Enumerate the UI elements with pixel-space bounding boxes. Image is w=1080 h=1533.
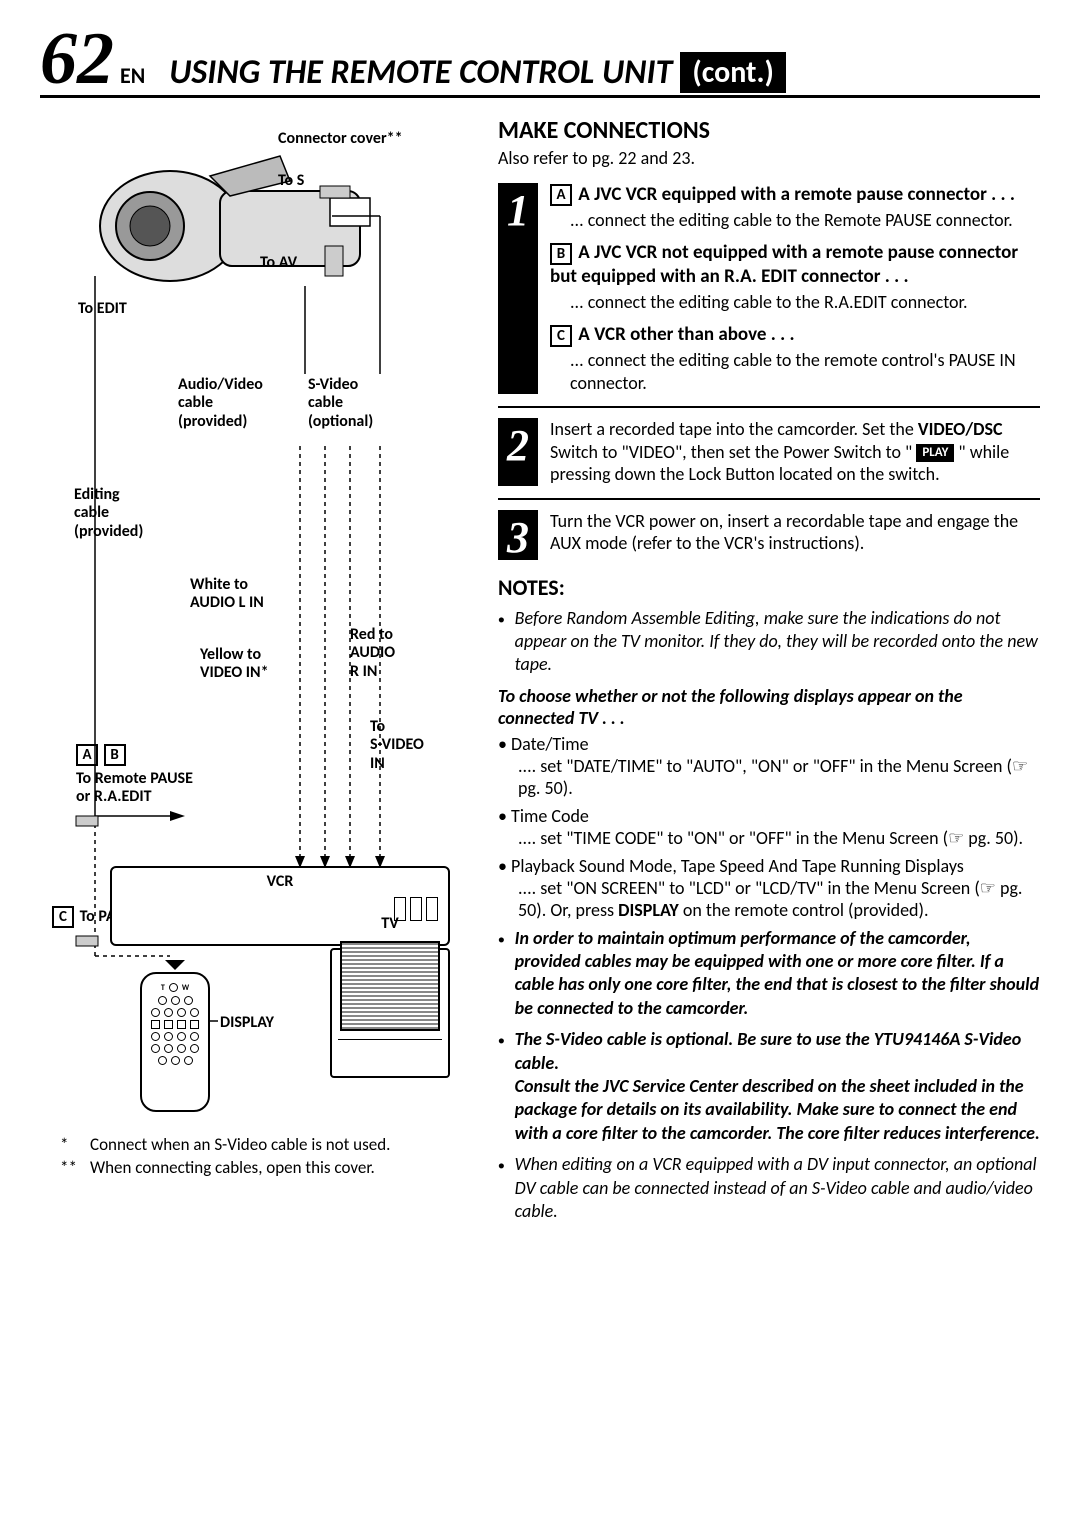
pb-display-word: DISPLAY: [618, 899, 679, 921]
note-4: When editing on a VCR equipped with a DV…: [515, 1153, 1040, 1223]
title-wrap: USING THE REMOTE CONTROL UNIT (cont.): [169, 52, 1040, 93]
pb-head: Playback Sound Mode, Tape Speed And Tape…: [498, 855, 964, 877]
note-1: Before Random Assemble Editing, make sur…: [515, 607, 1040, 677]
page-header: 62 EN USING THE REMOTE CONTROL UNIT (con…: [40, 30, 1040, 98]
tc-body: .... set "TIME CODE" to "ON" or "OFF" in…: [498, 827, 1040, 849]
step2-mid: Switch to "VIDEO", then set the Power Sw…: [550, 441, 916, 463]
step1-box-a: A: [550, 184, 572, 206]
connection-diagram: Connector cover** To S To AV To EDIT Aud…: [40, 116, 470, 1166]
step1-a-head: A JVC VCR equipped with a remote pause c…: [578, 183, 1015, 206]
pb-post: on the remote control (provided).: [679, 899, 929, 921]
fn1-text: Connect when an S-Video cable is not use…: [90, 1134, 390, 1155]
step1-b-head: A JVC VCR not equipped with a remote pau…: [550, 241, 1018, 288]
play-badge: PLAY: [916, 444, 954, 462]
dt-head: Date/Time: [498, 733, 589, 755]
sublist-datetime: Date/Time .... set "DATE/TIME" to "AUTO"…: [498, 733, 1040, 799]
make-connections-heading: MAKE CONNECTIONS: [498, 116, 1040, 145]
tc-head: Time Code: [498, 805, 589, 827]
step-3-body: Turn the VCR power on, insert a recordab…: [538, 510, 1040, 560]
step1-a-body: ... connect the editing cable to the Rem…: [550, 209, 1040, 232]
section-title-cont: (cont.): [680, 52, 785, 93]
remote-control-icon: TW: [140, 972, 210, 1112]
note-3b: Consult the JVC Service Center described…: [515, 1075, 1040, 1144]
page-number: 62: [40, 30, 114, 89]
fn2-mark: **: [60, 1157, 84, 1178]
tv-box: TV: [330, 948, 450, 1078]
step-3: 3 Turn the VCR power on, insert a record…: [498, 510, 1040, 560]
step-3-number: 3: [498, 510, 538, 560]
step-1-number: 1: [498, 183, 538, 394]
vcr-label: VCR: [267, 872, 294, 891]
diagram-footnotes: * Connect when an S-Video cable is not us…: [60, 1134, 460, 1180]
notes-list-2: In order to maintain optimum performance…: [498, 927, 1040, 1224]
step1-box-b: B: [550, 243, 572, 265]
dt-body: .... set "DATE/TIME" to "AUTO", "ON" or …: [498, 755, 1040, 799]
sublist-playback: Playback Sound Mode, Tape Speed And Tape…: [498, 855, 1040, 921]
notes-choose: To choose whether or not the following d…: [498, 685, 1040, 729]
step-1: 1 A A JVC VCR equipped with a remote pau…: [498, 183, 1040, 394]
sublist-timecode: Time Code .... set "TIME CODE" to "ON" o…: [498, 805, 1040, 849]
make-connections-sub: Also refer to pg. 22 and 23.: [498, 147, 1040, 169]
step1-b-body: ... connect the editing cable to the R.A…: [550, 291, 1040, 314]
note-2: In order to maintain optimum performance…: [515, 927, 1040, 1021]
vcr-box: VCR: [110, 866, 450, 946]
step2-videodsc: VIDEO/DSC: [918, 418, 1003, 440]
step-2-number: 2: [498, 418, 538, 486]
section-title: USING THE REMOTE CONTROL UNIT: [169, 52, 672, 93]
step1-box-c: C: [550, 325, 572, 347]
step-2: 2 Insert a recorded tape into the camcor…: [498, 418, 1040, 486]
notes-list: Before Random Assemble Editing, make sur…: [498, 607, 1040, 677]
step2-pre: Insert a recorded tape into the camcorde…: [550, 418, 918, 440]
pb-body: .... set "ON SCREEN" to "LCD" or "LCD/TV…: [498, 877, 1040, 921]
step1-c-body: ... connect the editing cable to the rem…: [550, 349, 1040, 394]
note-3: The S-Video cable is optional. Be sure t…: [515, 1028, 1040, 1145]
fn1-mark: *: [60, 1134, 84, 1155]
tv-label: TV: [332, 914, 448, 933]
fn2-text: When connecting cables, open this cover.: [90, 1157, 375, 1178]
page-suffix: EN: [120, 62, 145, 89]
step-2-body: Insert a recorded tape into the camcorde…: [538, 418, 1040, 486]
step1-c-head: A VCR other than above . . .: [578, 323, 794, 346]
notes-heading: NOTES:: [498, 574, 1040, 601]
note-3a: The S-Video cable is optional. Be sure t…: [515, 1028, 1022, 1073]
